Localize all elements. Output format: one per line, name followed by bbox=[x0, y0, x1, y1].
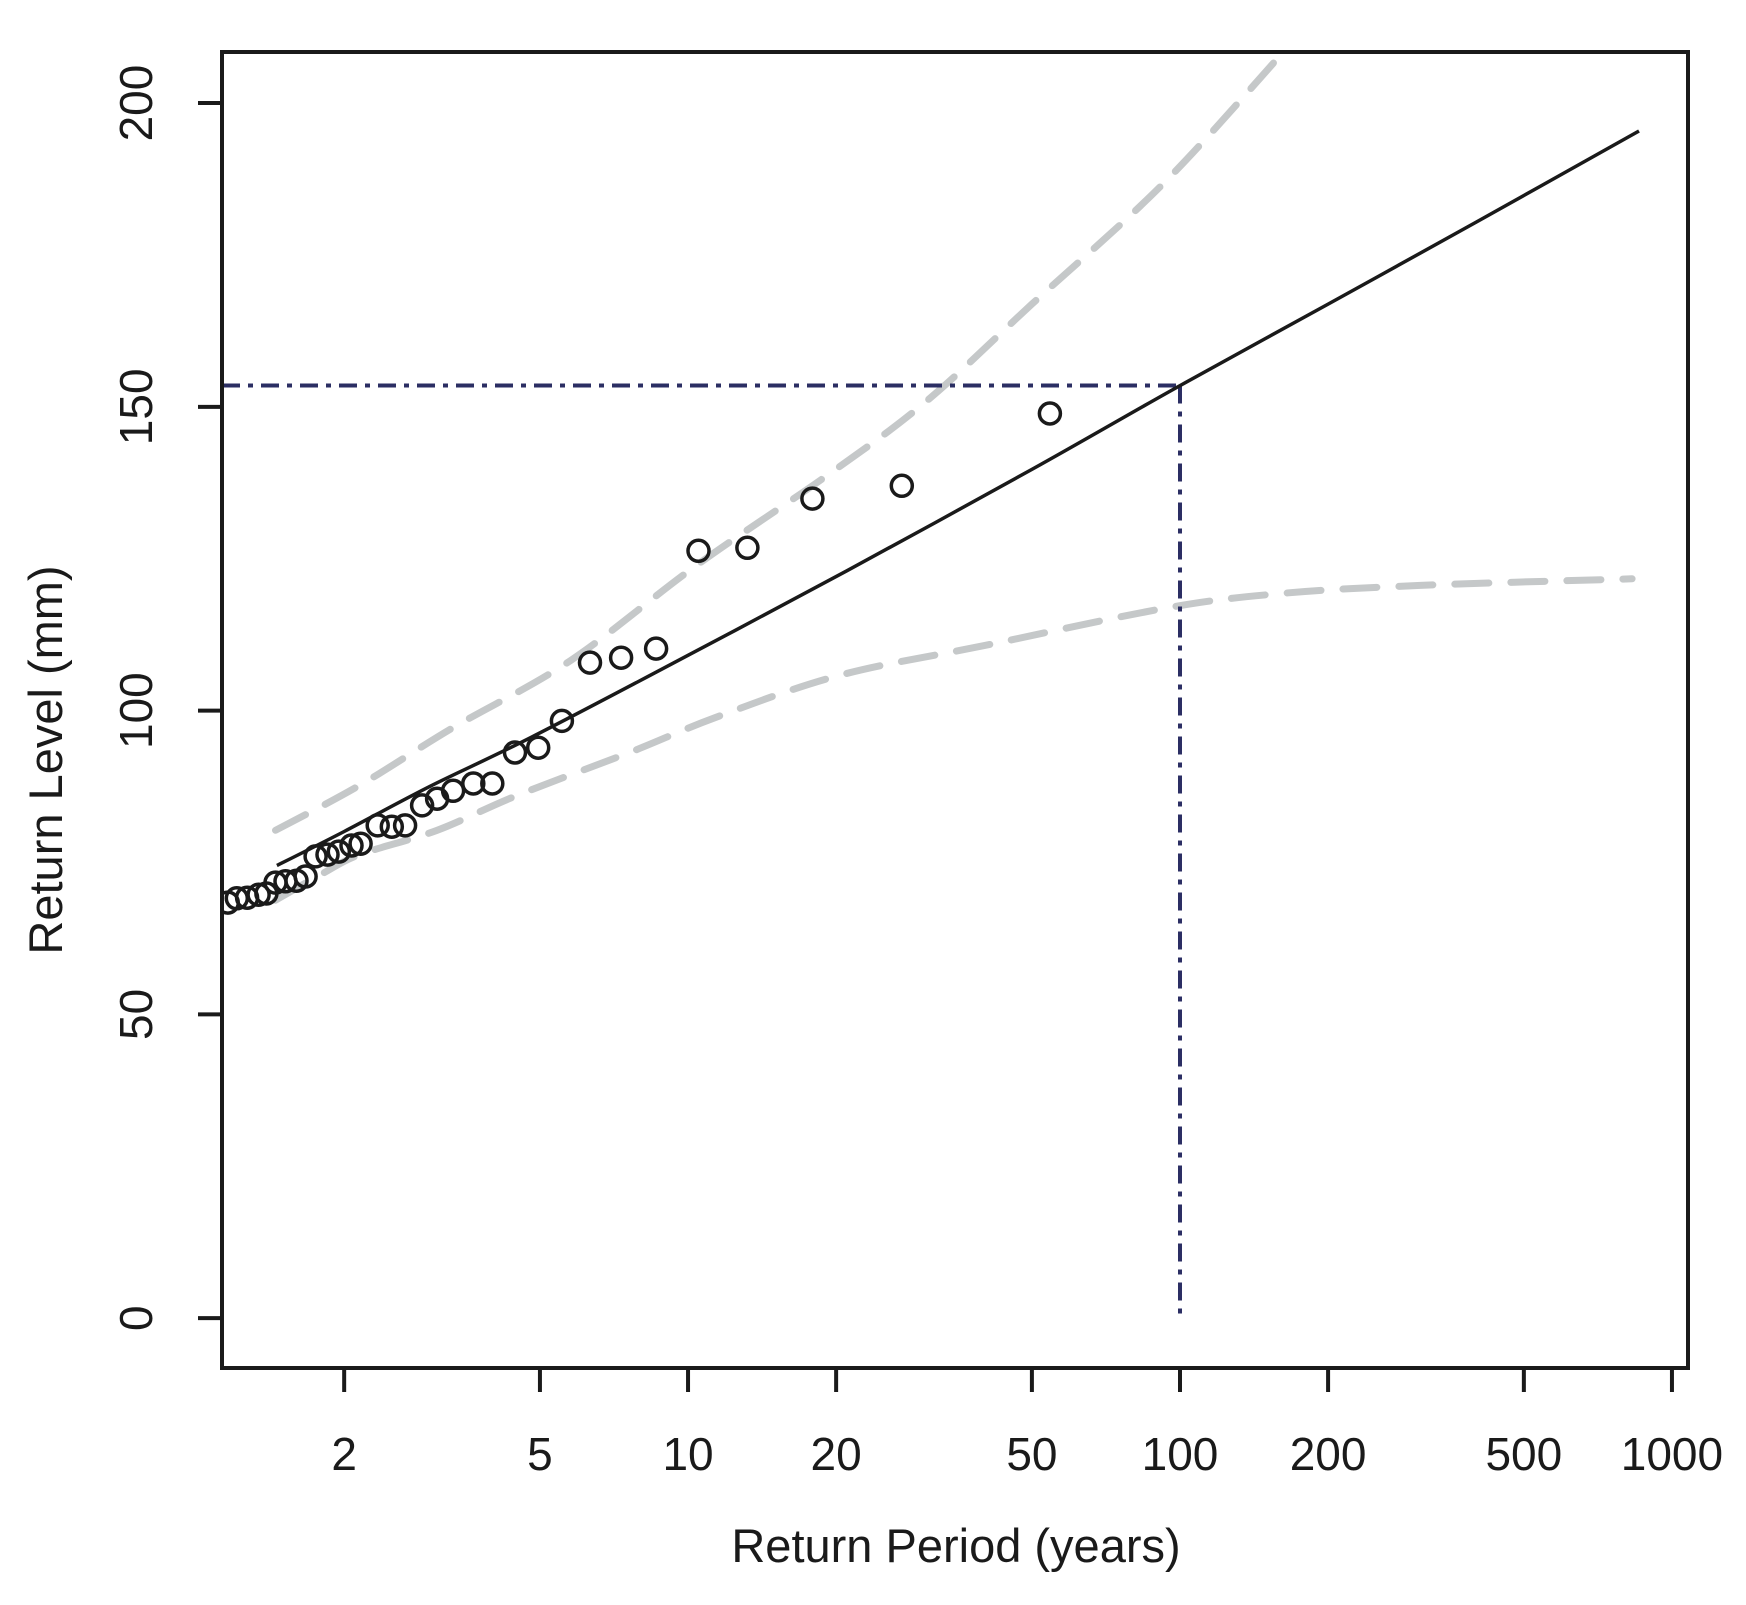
data-point-circle bbox=[480, 771, 505, 796]
data-point-circle bbox=[339, 833, 364, 858]
data-point-circle bbox=[348, 831, 373, 856]
data-point-circle bbox=[608, 645, 634, 670]
upper-95ci-curve bbox=[272, 52, 1288, 834]
data-point-circle bbox=[525, 735, 551, 760]
x-tick-label: 500 bbox=[1485, 1428, 1562, 1480]
y-tick-label: 150 bbox=[110, 368, 162, 445]
x-tick-label: 10 bbox=[662, 1428, 713, 1480]
fitted-line bbox=[276, 129, 1640, 868]
y-tick-label: 50 bbox=[110, 989, 162, 1040]
data-point-circle bbox=[326, 839, 352, 864]
plot-border bbox=[220, 50, 1690, 1370]
data-point-circle bbox=[379, 814, 405, 839]
confidence-band-curves bbox=[272, 52, 1636, 904]
x-tick-label: 20 bbox=[811, 1428, 862, 1480]
y-axis-title: Return Level (mm) bbox=[19, 565, 72, 954]
data-point-circle bbox=[315, 842, 340, 867]
data-point-circle bbox=[409, 793, 435, 818]
fitted-return-level-curve bbox=[276, 129, 1640, 868]
reference-lines bbox=[222, 383, 1182, 1319]
data-point-circle bbox=[577, 650, 603, 675]
data-point-circle bbox=[293, 864, 318, 889]
data-point-circle bbox=[800, 486, 825, 511]
data-point-circle bbox=[461, 771, 486, 796]
data-point-circle bbox=[502, 740, 528, 765]
data-points bbox=[222, 401, 1063, 915]
x-tick-label: 5 bbox=[527, 1428, 553, 1480]
y-tick-label: 200 bbox=[110, 65, 162, 142]
data-point-circle bbox=[643, 636, 669, 661]
x-tick-label: 1000 bbox=[1621, 1428, 1723, 1480]
data-point-circle bbox=[365, 813, 390, 838]
x-tick-label: 200 bbox=[1290, 1428, 1367, 1480]
lower-95ci-curve bbox=[272, 575, 1636, 904]
y-tick-label: 0 bbox=[110, 1305, 162, 1331]
x-tick-label: 2 bbox=[331, 1428, 357, 1480]
data-point-circle bbox=[392, 813, 418, 838]
data-point-circle bbox=[889, 473, 915, 499]
data-point-circle bbox=[1037, 401, 1063, 426]
y-axis: 0 50 100 150 200 bbox=[110, 65, 222, 1331]
plot-area bbox=[222, 52, 1640, 1319]
data-point-circle bbox=[735, 535, 760, 561]
y-tick-label: 100 bbox=[110, 672, 162, 749]
x-axis: 2 5 10 20 50 100 200 500 1000 bbox=[331, 1368, 1723, 1480]
x-axis-title: Return Period (years) bbox=[731, 1519, 1180, 1572]
data-point-circle bbox=[686, 538, 711, 564]
data-point-circle bbox=[303, 844, 328, 869]
x-tick-label: 50 bbox=[1006, 1428, 1057, 1480]
data-point-circle bbox=[549, 708, 575, 734]
x-tick-label: 100 bbox=[1142, 1428, 1219, 1480]
